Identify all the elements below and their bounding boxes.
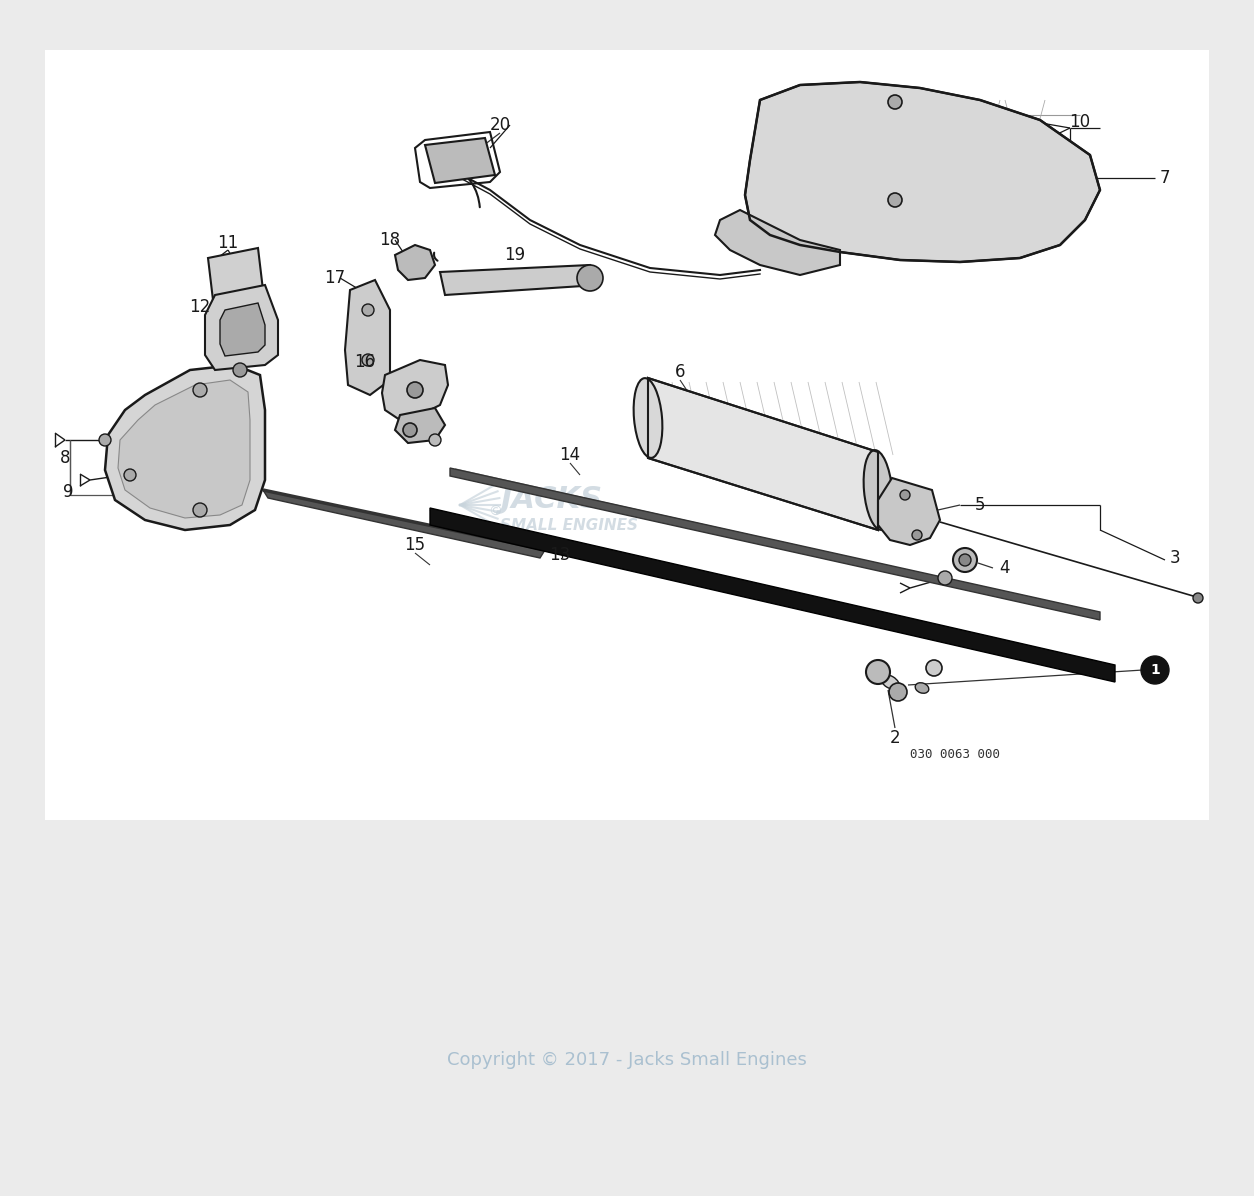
Circle shape — [912, 530, 922, 541]
Text: 7: 7 — [1160, 169, 1170, 187]
Circle shape — [99, 434, 112, 446]
Text: 9: 9 — [63, 483, 73, 501]
Circle shape — [362, 354, 374, 366]
Circle shape — [889, 683, 907, 701]
Circle shape — [888, 193, 902, 207]
Polygon shape — [435, 145, 488, 175]
Text: 17: 17 — [325, 269, 346, 287]
Ellipse shape — [633, 378, 662, 458]
Text: 5: 5 — [974, 496, 986, 514]
Text: 4: 4 — [999, 559, 1011, 576]
Circle shape — [403, 423, 418, 437]
Text: 6: 6 — [675, 364, 685, 382]
Polygon shape — [208, 248, 263, 300]
Polygon shape — [118, 380, 250, 518]
Polygon shape — [263, 490, 545, 559]
Bar — [50, 50, 1204, 810]
Text: JACKS: JACKS — [500, 486, 602, 514]
Text: 030 0063 000: 030 0063 000 — [910, 749, 999, 762]
Text: SMALL ENGINES: SMALL ENGINES — [500, 518, 638, 532]
Text: 10: 10 — [1070, 112, 1091, 132]
Text: 16: 16 — [355, 353, 375, 371]
Circle shape — [429, 434, 441, 446]
Text: Copyright © 2017 - Jacks Small Engines: Copyright © 2017 - Jacks Small Engines — [448, 1051, 806, 1069]
Text: 18: 18 — [380, 231, 400, 249]
Text: 20: 20 — [489, 116, 510, 134]
Polygon shape — [345, 280, 390, 395]
Text: 12: 12 — [189, 298, 211, 316]
Polygon shape — [395, 245, 435, 280]
Text: 2: 2 — [889, 730, 900, 748]
Ellipse shape — [915, 683, 929, 694]
Text: 14: 14 — [559, 446, 581, 464]
Circle shape — [959, 554, 971, 566]
Text: 1: 1 — [1150, 663, 1160, 677]
Polygon shape — [430, 508, 1115, 682]
Bar — [45, 50, 1209, 820]
Circle shape — [938, 570, 952, 585]
Circle shape — [193, 504, 207, 517]
Circle shape — [953, 548, 977, 572]
Text: 11: 11 — [217, 234, 238, 252]
Polygon shape — [648, 378, 878, 530]
Ellipse shape — [880, 675, 899, 689]
Polygon shape — [382, 360, 448, 420]
Polygon shape — [745, 83, 1100, 262]
Circle shape — [577, 266, 603, 291]
Circle shape — [362, 304, 374, 316]
Text: ©: © — [488, 505, 502, 519]
Circle shape — [1141, 655, 1169, 684]
Text: 13: 13 — [549, 547, 571, 565]
Polygon shape — [395, 408, 445, 443]
Circle shape — [193, 383, 207, 397]
Polygon shape — [715, 210, 840, 275]
Circle shape — [925, 660, 942, 676]
Polygon shape — [105, 365, 265, 530]
Circle shape — [900, 490, 910, 500]
Circle shape — [1193, 593, 1203, 603]
Polygon shape — [450, 468, 1100, 620]
Text: 8: 8 — [60, 448, 70, 466]
Polygon shape — [204, 285, 278, 370]
Circle shape — [233, 364, 247, 377]
Circle shape — [888, 94, 902, 109]
Circle shape — [867, 660, 890, 684]
Circle shape — [408, 382, 423, 398]
Circle shape — [124, 469, 135, 481]
Text: 15: 15 — [405, 536, 425, 554]
Polygon shape — [440, 266, 598, 295]
Polygon shape — [425, 138, 495, 183]
Polygon shape — [878, 478, 940, 545]
Ellipse shape — [864, 450, 893, 530]
Text: 19: 19 — [504, 246, 525, 264]
Polygon shape — [219, 303, 265, 356]
Text: 3: 3 — [1170, 549, 1180, 567]
